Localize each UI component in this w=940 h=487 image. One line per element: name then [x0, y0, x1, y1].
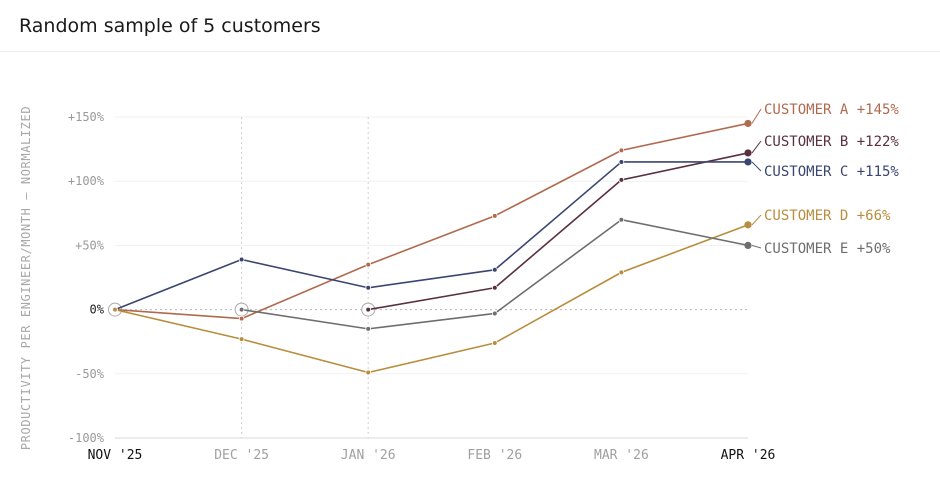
- data-point: [238, 315, 245, 322]
- data-point: [618, 216, 625, 223]
- data-point: [365, 369, 372, 376]
- series-end-label: CUSTOMER A +145%: [764, 102, 899, 118]
- data-point: [618, 269, 625, 276]
- data-point: [238, 306, 245, 313]
- x-tick-label: FEB '26: [467, 448, 522, 463]
- y-tick-label: +150%: [68, 110, 105, 124]
- series-end-label: CUSTOMER C +115%: [764, 164, 899, 180]
- data-point: [744, 221, 752, 229]
- data-point: [365, 326, 372, 332]
- label-leader-line: [751, 108, 762, 124]
- series-end-label: CUSTOMER E +50%: [764, 241, 891, 257]
- y-tick-label: -100%: [68, 431, 105, 445]
- data-point: [618, 159, 625, 165]
- series-end-label: CUSTOMER B +122%: [764, 134, 899, 150]
- data-point: [744, 119, 752, 128]
- x-tick-label: DEC '25: [214, 448, 269, 463]
- data-point: [744, 158, 752, 166]
- data-point: [238, 336, 245, 342]
- y-axis-title: PRODUCTIVITY PER ENGINEER/MONTH — NORMAL…: [19, 106, 33, 450]
- series-line: [114, 224, 749, 374]
- data-point: [491, 310, 498, 317]
- label-leader-line: [751, 244, 762, 249]
- series-end-label: CUSTOMER D +66%: [764, 208, 891, 224]
- data-point: [491, 213, 498, 219]
- data-point: [491, 284, 498, 291]
- data-point: [491, 340, 498, 346]
- x-tick-label: NOV '25: [88, 448, 143, 463]
- data-point: [618, 147, 625, 154]
- chart-header: Random sample of 5 customers: [0, 0, 940, 52]
- data-point: [744, 241, 752, 249]
- y-tick-label: +100%: [68, 174, 105, 188]
- y-tick-label: -50%: [75, 367, 105, 381]
- data-point: [491, 266, 498, 273]
- y-tick-label: +50%: [75, 238, 105, 252]
- x-tick-label: APR '26: [721, 448, 776, 463]
- series-line: [114, 122, 749, 320]
- series-line: [114, 161, 748, 311]
- data-point: [365, 261, 372, 268]
- data-point: [365, 284, 372, 291]
- x-tick-label: MAR '26: [594, 448, 649, 463]
- chart-title: Random sample of 5 customers: [19, 15, 321, 37]
- label-leader-line: [751, 140, 762, 154]
- data-point: [238, 256, 245, 263]
- data-point: [365, 306, 372, 313]
- data-point: [744, 149, 752, 157]
- series-line: [368, 152, 749, 311]
- data-point: [618, 177, 625, 183]
- label-leader-line: [751, 214, 762, 226]
- x-tick-label: JAN '26: [341, 448, 396, 463]
- y-tick-label: 0%: [90, 303, 105, 317]
- label-leader-line: [751, 161, 762, 172]
- data-point: [112, 306, 118, 313]
